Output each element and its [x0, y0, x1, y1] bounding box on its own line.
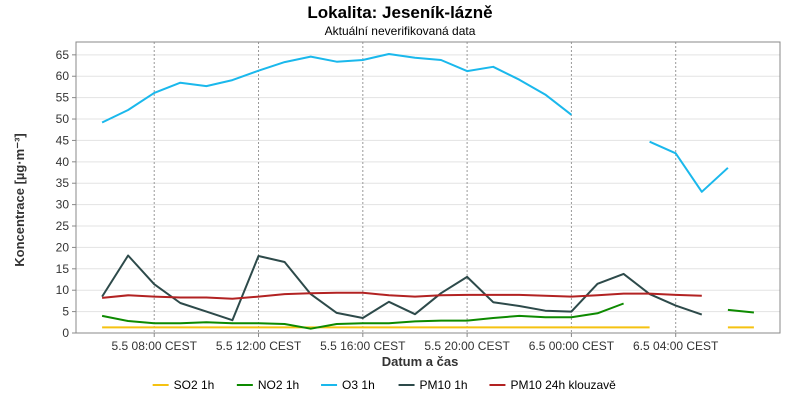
legend-label: PM10 1h — [420, 378, 468, 392]
plot-frame — [75, 41, 781, 334]
legend-item: PM10 1h — [398, 378, 468, 392]
x-tick-label: 5.5 20:00 CEST — [424, 339, 510, 353]
series-pm10-24h-klouzav- — [102, 291, 702, 300]
series-lines — [101, 53, 754, 330]
y-tick-label: 45 — [56, 133, 70, 147]
y-axis-label: Koncentrace [µg·m⁻³] — [12, 133, 27, 267]
series-line — [649, 140, 729, 193]
x-tick-label: 5.5 08:00 CEST — [112, 339, 198, 353]
y-tick-label: 15 — [56, 262, 70, 276]
x-tick-label: 5.5 12:00 CEST — [216, 339, 302, 353]
y-tick-label: 55 — [56, 91, 70, 105]
y-tick-label: 60 — [56, 69, 70, 83]
series-line — [101, 302, 624, 330]
y-tick-label: 40 — [56, 155, 70, 169]
y-tick-label: 25 — [56, 219, 70, 233]
legend-item: SO2 1h — [152, 378, 215, 392]
plot-area — [75, 41, 781, 334]
y-tick-label: 20 — [56, 240, 70, 254]
x-tick-label: 6.5 04:00 CEST — [633, 339, 719, 353]
series-no2-1h — [101, 302, 754, 330]
series-pm10-1h — [101, 254, 703, 322]
legend-item: PM10 24h klouzavě — [489, 378, 616, 392]
series-line — [727, 308, 754, 314]
legend-label: NO2 1h — [258, 378, 299, 392]
x-tick-label: 5.5 16:00 CEST — [320, 339, 406, 353]
y-axis-ticks: 0 5 10 15 20 25 30 35 40 45 50 55 60 65 — [56, 48, 76, 340]
legend-item: O3 1h — [321, 378, 375, 392]
gridlines — [76, 42, 780, 334]
series-o3-1h — [101, 53, 729, 193]
legend-label: SO2 1h — [174, 378, 215, 392]
y-tick-label: 10 — [56, 283, 70, 297]
y-tick-label: 5 — [62, 305, 69, 319]
legend-item: NO2 1h — [236, 378, 299, 392]
y-tick-label: 65 — [56, 48, 70, 62]
chart-title: Lokalita: Jeseník-lázně — [307, 3, 492, 22]
x-axis-label: Datum a čas — [382, 354, 459, 369]
legend-label: PM10 24h klouzavě — [510, 378, 616, 392]
legend-label: O3 1h — [342, 378, 375, 392]
series-line — [101, 53, 573, 124]
legend: SO2 1h NO2 1h O3 1h PM10 1h PM10 24h klouzav… — [152, 378, 616, 392]
x-axis-ticks: 5.5 08:00 CEST 5.5 12:00 CEST 5.5 16:00 CE… — [112, 333, 719, 353]
series-line — [102, 291, 702, 300]
plot-background — [76, 42, 780, 333]
x-tick-label: 6.5 00:00 CEST — [529, 339, 615, 353]
series-line — [101, 254, 703, 322]
chart-subtitle: Aktuální neverifikovaná data — [325, 24, 476, 38]
y-tick-label: 35 — [56, 176, 70, 190]
y-tick-label: 0 — [62, 326, 69, 340]
y-tick-label: 50 — [56, 112, 70, 126]
y-tick-label: 30 — [56, 198, 70, 212]
